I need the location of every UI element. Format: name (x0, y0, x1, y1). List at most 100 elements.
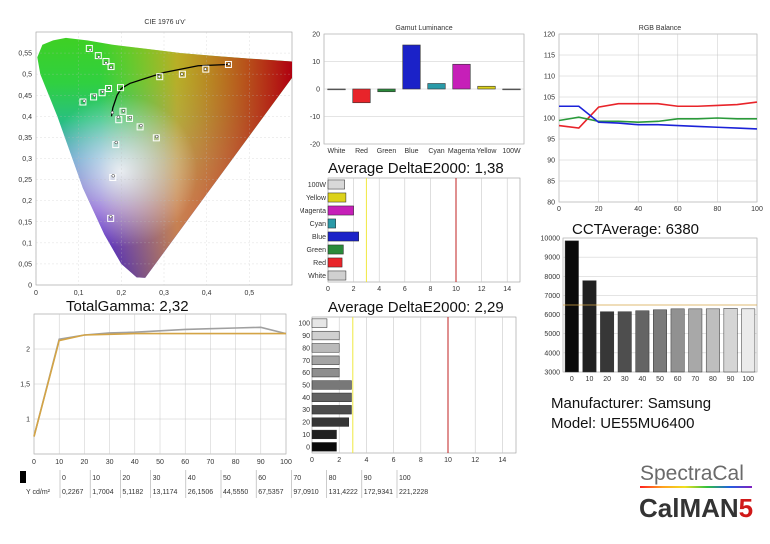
rgb-series-line (558, 101, 758, 129)
cie-measured-point (109, 65, 113, 70)
deg-category: 10 (302, 432, 310, 439)
cie-xtick: 0 (34, 290, 38, 297)
deg-category: 20 (302, 420, 310, 427)
table-stimulus-cell: 10 (92, 475, 100, 482)
gamma-xtick: 40 (131, 459, 139, 466)
deg-bar (311, 355, 340, 365)
dec-frame (327, 177, 521, 283)
cct-bar (723, 308, 738, 373)
gl-bar (452, 63, 471, 90)
logo-spectracal: SpectraCal (640, 462, 744, 485)
cie-target-box (136, 123, 144, 131)
luminance-table-label: Y cd/m² (26, 489, 51, 496)
table-stimulus-cell: 60 (258, 475, 266, 482)
cie-target-box (79, 98, 87, 106)
rgb-series-line (558, 116, 757, 124)
gl-ytick: -10 (310, 114, 320, 121)
cie-measured-point (92, 94, 97, 98)
gamma-title: TotalGamma: 2,32 (66, 298, 189, 315)
deg-category: 0 (306, 444, 310, 451)
rgb-xtick: 20 (595, 206, 603, 213)
deg-xtick: 0 (310, 457, 314, 464)
deg-category: 80 (302, 345, 310, 352)
table-stimulus-cell: 50 (223, 475, 231, 482)
cie-ytick: 0 (28, 283, 32, 290)
cie-target-box (85, 44, 93, 52)
deg-bar (311, 368, 340, 378)
cie-xtick: 0,5 (244, 290, 254, 297)
gamma-chart: TotalGamma: 2,32 0 10 20 30 40 50 60 70 80 90 100 2… (20, 298, 292, 466)
gl-bar (327, 88, 346, 91)
cie-target-box (107, 63, 115, 71)
rgb-xtick: 100 (751, 206, 763, 213)
deg-category: 60 (302, 370, 310, 377)
gamma-xtick: 60 (181, 459, 189, 466)
dec-xtick: 4 (377, 286, 381, 293)
cct-chart: CCTAverage: 6380 10000 9000 8000 7000 6000 50… (541, 221, 758, 383)
gl-xtick: Yellow (477, 148, 498, 155)
cie-chart: CIE 1976 u'v' 0 0,05 0,1 0,15 0,2 0,25 0,3 0,35… (18, 19, 293, 297)
rgb-series-line (559, 105, 758, 130)
deg-bar (311, 429, 337, 440)
rgb-ytick: 85 (547, 179, 555, 186)
dec-xtick: 2 (352, 286, 356, 293)
dec-bar (327, 192, 347, 203)
gamma-xtick: 50 (156, 459, 164, 466)
gamma-xtick: 70 (207, 459, 215, 466)
manufacturer-label: Manufacturer: Samsung (551, 395, 712, 412)
cie-ytick: 0,1 (22, 240, 32, 247)
cie-target-box (116, 84, 124, 92)
deg-xtick: 12 (471, 457, 479, 464)
table-stimulus-cell: 30 (153, 475, 161, 482)
rgb-ytick: 95 (547, 137, 555, 144)
cie-target-box (156, 73, 164, 81)
deg-xtick: 2 (337, 457, 341, 464)
calman-logo: SpectraCal CalMAN5 (639, 462, 753, 523)
gl-bar (377, 88, 396, 93)
deg-bar (311, 330, 340, 341)
table-luminance-cell: 67,5357 (258, 489, 283, 496)
gl-xtick: White (328, 148, 346, 155)
cct-bar (688, 308, 703, 373)
rgb-balance-title: RGB Balance (639, 25, 682, 32)
gamma-xtick: 10 (55, 459, 63, 466)
cct-ytick: 7000 (544, 293, 560, 300)
cie-target-box (105, 85, 113, 93)
cie-target-box (98, 89, 106, 97)
deg-xtick: 8 (419, 457, 423, 464)
rgb-xtick: 60 (674, 206, 682, 213)
deltae-gray-chart: Average DeltaE2000: 2,29 0 2 4 6 8 10 12 141009… (298, 299, 517, 464)
cct-bar (670, 308, 685, 373)
deg-bar (311, 392, 352, 402)
cie-ytick: 0,4 (22, 114, 32, 121)
cie-measured-point (157, 75, 161, 79)
cie-measured-point (139, 123, 143, 128)
cie-measured-point (107, 86, 111, 90)
table-luminance-cell: 44,5550 (223, 489, 248, 496)
cct-bar (635, 310, 650, 373)
rgb-ytick: 100 (543, 116, 555, 123)
logo-rainbow-bar (640, 486, 752, 488)
deltae-color-title: Average DeltaE2000: 1,38 (328, 160, 504, 177)
gl-xtick: Red (355, 148, 368, 155)
gamma-ytick: 1 (26, 417, 30, 424)
luminance-table: Y cd/m² 0 0,2267 10 1,7004 20 5,1182 30 13,1174… (20, 470, 428, 498)
cct-ytick: 8000 (544, 274, 560, 281)
deg-bar (311, 417, 349, 427)
cct-xtick: 50 (656, 376, 664, 383)
deg-category: 90 (302, 333, 310, 340)
dec-category: Yellow (306, 195, 327, 202)
cct-xtick: 70 (691, 376, 699, 383)
cie-measured-point (155, 134, 159, 139)
table-luminance-cell: 0,2267 (62, 489, 84, 496)
cie-ytick: 0,25 (18, 177, 32, 184)
deg-category: 100 (298, 321, 310, 328)
cie-measured-point (88, 48, 92, 52)
deg-xtick: 14 (499, 457, 507, 464)
gamma-ytick: 2 (26, 347, 30, 354)
table-luminance-cell: 97,0910 (293, 489, 318, 496)
gamma-xtick: 30 (106, 459, 114, 466)
cct-bar (705, 308, 720, 373)
table-stimulus-cell: 80 (329, 475, 337, 482)
